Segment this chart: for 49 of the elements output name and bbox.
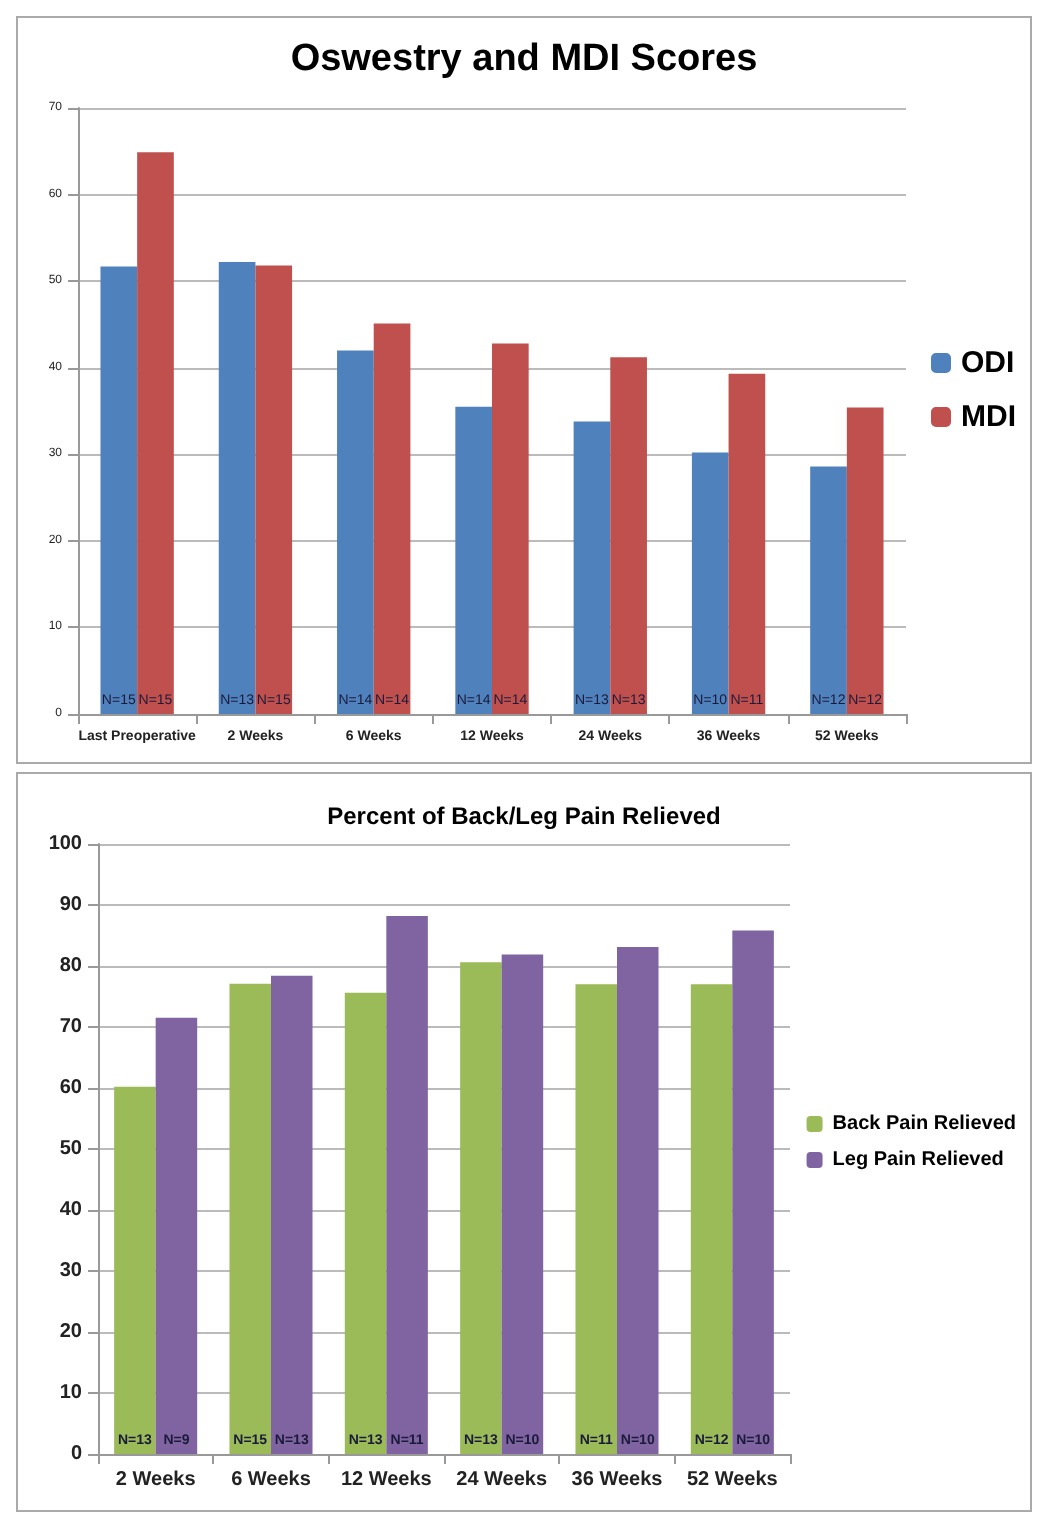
bar [100,266,138,714]
bar [229,983,271,1454]
bar [455,406,492,714]
bar [573,421,611,714]
legend-label: Leg Pain Relieved [832,1149,1004,1171]
bar [728,373,766,714]
bar [691,452,729,714]
bar [810,466,847,714]
bar [271,975,313,1454]
bar [492,343,529,714]
bar [575,984,617,1454]
bar [610,357,647,714]
x-tick-label: 2 Weeks [115,1469,197,1491]
y-tick-label: 10 [59,1382,83,1404]
bar [732,930,774,1454]
y-tick-label: 20 [59,1321,83,1343]
legend-label: Back Pain Relieved [832,1113,1017,1135]
y-tick-label: 70 [59,1016,83,1038]
x-tick-label: 36 Weeks [571,1469,664,1491]
chart-title: Oswestry and MDI Scores [290,38,758,80]
legend-label: MDI [961,400,1017,434]
y-tick-label: 0 [70,1443,83,1465]
bar [617,947,659,1454]
bar [137,152,174,714]
x-tick-label: 12 Weeks [340,1469,433,1491]
bar [218,262,256,714]
legend-label: ODI [961,346,1015,380]
bar [255,265,293,714]
y-tick-label: 30 [59,1260,83,1282]
bar [846,407,884,714]
y-tick-label: 80 [59,955,83,977]
y-tick-label: 100 [48,833,83,855]
y-tick-label: 60 [59,1077,83,1099]
y-tick-label: 90 [59,894,83,916]
bar [460,962,502,1454]
bar [373,323,411,714]
bar [344,992,387,1454]
bar [337,350,374,714]
x-tick-label: 6 Weeks [231,1469,312,1491]
bar [690,984,733,1454]
bar [386,915,428,1454]
bar [155,1017,198,1454]
bar [501,954,544,1454]
y-tick-label: 40 [59,1199,83,1221]
bar [114,1086,156,1454]
y-tick-label: 50 [59,1138,83,1160]
x-tick-label: 24 Weeks [456,1469,548,1491]
x-tick-label: 52 Weeks [686,1469,779,1491]
chart-title: Percent of Back/Leg Pain Relieved [327,802,721,830]
